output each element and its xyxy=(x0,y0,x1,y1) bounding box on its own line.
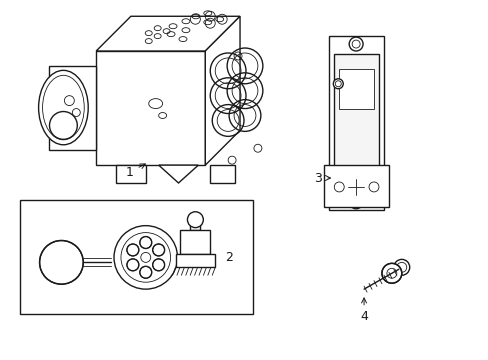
Polygon shape xyxy=(96,51,205,165)
Polygon shape xyxy=(175,255,215,267)
Polygon shape xyxy=(47,246,76,279)
Polygon shape xyxy=(48,66,96,150)
Circle shape xyxy=(381,264,401,283)
Polygon shape xyxy=(328,36,383,210)
Bar xyxy=(339,69,373,109)
Polygon shape xyxy=(96,16,240,51)
Circle shape xyxy=(187,212,203,228)
Bar xyxy=(20,200,252,314)
Polygon shape xyxy=(180,230,210,255)
Circle shape xyxy=(348,195,362,209)
Circle shape xyxy=(152,259,164,271)
Polygon shape xyxy=(334,54,378,173)
Circle shape xyxy=(152,244,164,256)
Polygon shape xyxy=(205,16,240,165)
Text: 3: 3 xyxy=(314,171,330,185)
Circle shape xyxy=(348,37,362,51)
Circle shape xyxy=(127,244,139,256)
Circle shape xyxy=(40,240,83,284)
Text: 4: 4 xyxy=(359,298,367,323)
Circle shape xyxy=(333,79,343,89)
Circle shape xyxy=(127,259,139,271)
Circle shape xyxy=(140,237,151,248)
Ellipse shape xyxy=(39,70,88,145)
Polygon shape xyxy=(158,165,198,183)
Polygon shape xyxy=(116,165,145,183)
Circle shape xyxy=(393,260,409,275)
Text: 1: 1 xyxy=(126,164,145,179)
Polygon shape xyxy=(190,220,200,230)
Circle shape xyxy=(114,226,177,289)
Circle shape xyxy=(140,266,151,278)
Polygon shape xyxy=(324,165,388,207)
Text: 2: 2 xyxy=(224,251,233,264)
Polygon shape xyxy=(210,165,235,183)
